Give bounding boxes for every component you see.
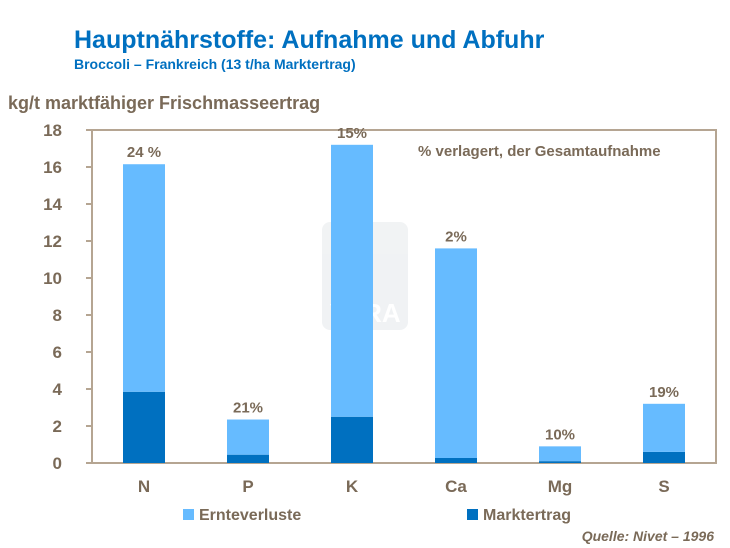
- bar-Ca-ernteverluste: [435, 248, 477, 459]
- y-tick-label: 6: [53, 343, 62, 362]
- legend-swatch-ernteverluste: [183, 509, 194, 520]
- y-tick-label: 14: [43, 195, 62, 214]
- bar-P-marktertrag: [227, 454, 269, 463]
- bar-label-Mg: 10%: [545, 426, 575, 443]
- bar-N-marktertrag: [123, 391, 165, 463]
- y-tick-label: 12: [43, 232, 62, 251]
- x-tick-label-P: P: [242, 477, 253, 496]
- x-tick-label-Mg: Mg: [548, 477, 573, 496]
- bar-Mg-ernteverluste: [539, 446, 581, 462]
- bar-label-N: 24 %: [127, 144, 161, 161]
- bar-P-ernteverluste: [227, 419, 269, 455]
- source-note: Quelle: Nivet – 1996: [581, 528, 714, 544]
- y-tick-label: 2: [53, 417, 62, 436]
- x-tick-label-Ca: Ca: [445, 477, 467, 496]
- y-tick-label: 0: [53, 454, 62, 473]
- legend-swatch-marktertrag: [467, 509, 478, 520]
- y-tick-label: 10: [43, 269, 62, 288]
- plot-frame: [91, 129, 717, 464]
- y-tick-label: 8: [53, 306, 62, 325]
- legend-label-marktertrag: Marktertrag: [483, 507, 571, 524]
- x-tick-label-S: S: [658, 477, 669, 496]
- bar-K-ernteverluste: [331, 144, 373, 417]
- page-title: Hauptnährstoffe: Aufnahme und Abfuhr: [74, 26, 545, 54]
- legend-label-ernteverluste: Ernteverluste: [199, 507, 301, 524]
- bar-N-ernteverluste: [123, 164, 165, 392]
- page-subtitle: Broccoli – Frankreich (13 t/ha Marktertr…: [74, 56, 356, 72]
- x-tick-label-N: N: [138, 477, 150, 496]
- bar-Mg-marktertrag: [539, 461, 581, 463]
- y-axis-label: kg/t marktfähiger Frischmasseertrag: [8, 93, 321, 113]
- bar-label-K: 15%: [337, 125, 367, 142]
- bar-S-ernteverluste: [643, 403, 685, 452]
- bar-label-S: 19%: [649, 384, 679, 401]
- annotation: % verlagert, der Gesamtaufnahme: [418, 143, 661, 160]
- bar-S-marktertrag: [643, 451, 685, 463]
- bar-Ca-marktertrag: [435, 458, 477, 463]
- legend: Ernteverluste Marktertrag: [183, 507, 571, 524]
- bar-K-marktertrag: [331, 416, 373, 463]
- bar-label-P: 21%: [233, 400, 263, 417]
- y-tick-label: 18: [43, 121, 62, 140]
- x-tick-label-K: K: [346, 477, 359, 496]
- bar-label-Ca: 2%: [445, 228, 467, 245]
- y-tick-label: 4: [53, 380, 63, 399]
- y-tick-label: 16: [43, 158, 62, 177]
